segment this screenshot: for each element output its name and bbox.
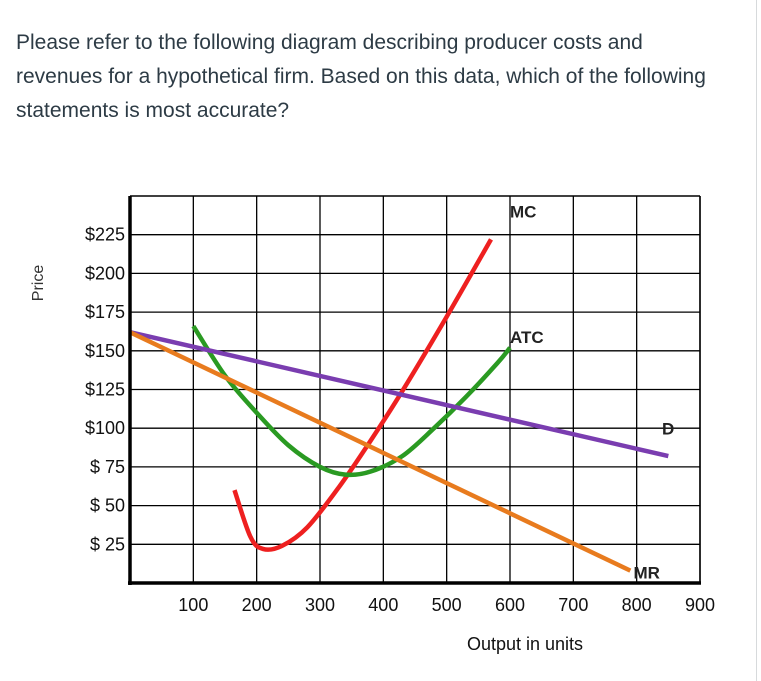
y-tick-label: $ 25 — [90, 534, 125, 554]
x-tick-label: 300 — [305, 595, 335, 615]
y-tick-label: $175 — [85, 302, 125, 322]
atc-curve — [191, 324, 512, 478]
x-tick-label: 600 — [495, 595, 525, 615]
d-label: D — [662, 419, 674, 438]
curves — [129, 238, 669, 573]
mc-curve — [232, 238, 493, 552]
x-tick-label: 400 — [368, 595, 398, 615]
atc-label: ATC — [510, 328, 544, 347]
d-curve — [129, 330, 669, 459]
y-tick-label: $125 — [85, 380, 125, 400]
grid — [130, 195, 701, 583]
y-tick-label: $225 — [85, 225, 125, 245]
y-tick-label: $ 50 — [90, 496, 125, 516]
labels: 100 200 300 400 500 600 700 800 900 $ 25 $ 50 $ 75 $… — [30, 203, 715, 654]
y-tick-label: $150 — [85, 341, 125, 361]
x-axis-title: Output in units — [467, 634, 583, 654]
mr-curve — [129, 330, 632, 573]
right-divider — [756, 0, 757, 681]
x-tick-label: 200 — [242, 595, 272, 615]
x-tick-label: 100 — [178, 595, 208, 615]
x-tick-label: 700 — [558, 595, 588, 615]
mc-label: MC — [510, 203, 536, 222]
y-tick-label: $100 — [85, 418, 125, 438]
x-tick-label: 800 — [622, 595, 652, 615]
y-axis-title: Price — [30, 265, 47, 302]
y-tick-label: $ 75 — [90, 457, 125, 477]
axes — [128, 196, 701, 585]
y-tick-label: $200 — [85, 263, 125, 283]
mr-label: MR — [634, 563, 660, 582]
x-tick-label: 900 — [685, 595, 715, 615]
question-text: Please refer to the following diagram de… — [16, 31, 706, 122]
x-tick-label: 500 — [432, 595, 462, 615]
